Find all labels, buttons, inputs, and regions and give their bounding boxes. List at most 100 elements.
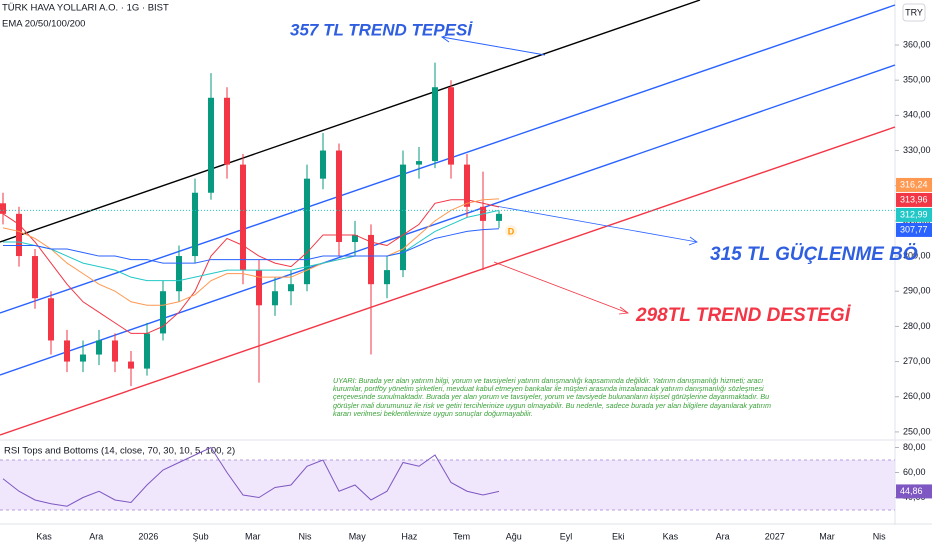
y-tick-label: 280,00 [903,321,931,331]
disclaimer: UYARI: Burada yer alan yatırım bilgi, yo… [333,376,771,418]
candle-body [96,340,102,355]
candle-body [432,87,438,162]
event-marker [505,225,517,237]
candle-body [224,97,230,165]
x-tick-label: 2027 [765,531,785,541]
trend-line [0,64,896,376]
x-tick-label: Eki [612,531,625,541]
rsi-title: RSI Tops and Bottoms (14, close, 70, 30,… [4,446,235,457]
candle-body [80,354,86,362]
candle-body [496,213,502,221]
arrow [489,204,698,243]
candle-body [400,164,406,271]
price-label-box [896,177,932,192]
arrow-head [618,306,630,315]
ema-line [3,228,500,264]
ema-line [3,209,500,282]
trend-line [0,4,896,314]
trend-line [0,126,896,436]
chart-title: TÜRK HAVA YOLLARI A.O. · 1G · BIST [2,3,169,14]
y-tick-label: 340,00 [903,110,931,120]
candle-body [304,178,310,285]
rsi-band [0,460,895,510]
candle-body [64,340,70,362]
candle-body [128,361,134,369]
x-tick-label: Ara [716,531,730,541]
price-label: 307,77 [900,224,928,234]
x-tick-label: Tem [453,531,470,541]
x-tick-label: May [349,531,367,541]
x-tick-label: 2026 [138,531,158,541]
arrow-head [440,33,451,43]
rsi-value-box [896,484,932,499]
y-tick-label: 80,00 [903,442,926,452]
y-tick-label: 290,00 [903,286,931,296]
candle-body [240,164,246,271]
annotation: 315 TL GÜÇLENME BÖ [710,244,918,265]
currency: TRY [905,7,923,17]
candle-body [16,213,22,257]
x-tick-label: Şub [193,531,209,541]
candle-body [336,150,342,242]
candle-body [192,192,198,257]
ema-line [2,199,500,334]
arrow-head [688,236,698,246]
x-tick-label: Eyl [560,531,573,541]
x-tick-label: Nis [873,531,886,541]
price-label-box [896,192,932,207]
candle-body [256,270,262,306]
candle-body [144,333,150,369]
candle-body [464,164,470,207]
candle-body [32,256,38,299]
y-tick-label: 260,00 [903,391,931,401]
y-tick-label: 60,00 [903,467,926,477]
candle-body [208,97,214,193]
x-tick-label: Ara [89,531,103,541]
price-label: 313,96 [900,194,928,204]
ema-line [2,198,500,306]
candle-body [352,234,358,242]
x-tick-label: Kas [663,531,679,541]
indicator-legend: EMA 20/50/100/200 [2,19,85,30]
y-tick-label: 350,00 [903,75,931,85]
annotation: 298TL TREND DESTEGİ [635,305,852,326]
rsi-value-label: 44,86 [900,486,923,496]
candle-body [0,203,6,214]
y-tick-label: 250,00 [903,426,931,436]
candle-body [112,340,118,362]
x-tick-label: Kas [36,531,52,541]
arrow [441,36,546,56]
rsi-line [2,446,500,507]
y-tick-label: 330,00 [903,145,931,155]
annotation: 357 TL TREND TEPESİ [290,20,473,39]
price-label-box [896,207,932,222]
candle-body [384,270,390,285]
candle-body [416,161,422,165]
candle-body [48,298,54,341]
candle-body [320,150,326,179]
event-marker-label: D [508,226,515,236]
y-tick-label: 360,00 [903,39,931,49]
trend-lines [0,0,896,436]
currency-box[interactable] [902,3,926,22]
candle-body [368,234,374,285]
x-tick-label: Haz [401,531,418,541]
candle-body [160,291,166,334]
candle-body [288,284,294,292]
price-label-box [896,222,932,237]
candle-body [448,87,454,165]
arrow [493,261,629,314]
candle-body [176,256,182,292]
x-tick-label: Nis [299,531,312,541]
x-tick-label: Mar [245,531,261,541]
price-label: 316,24 [900,179,928,189]
price-label: 312,99 [900,209,928,219]
trend-line [0,0,701,243]
candle-body [272,291,278,306]
y-tick-label: 300,00 [903,250,931,260]
x-tick-label: Mar [819,531,835,541]
x-tick-label: Ağu [506,531,522,541]
y-tick-label: 270,00 [903,356,931,366]
